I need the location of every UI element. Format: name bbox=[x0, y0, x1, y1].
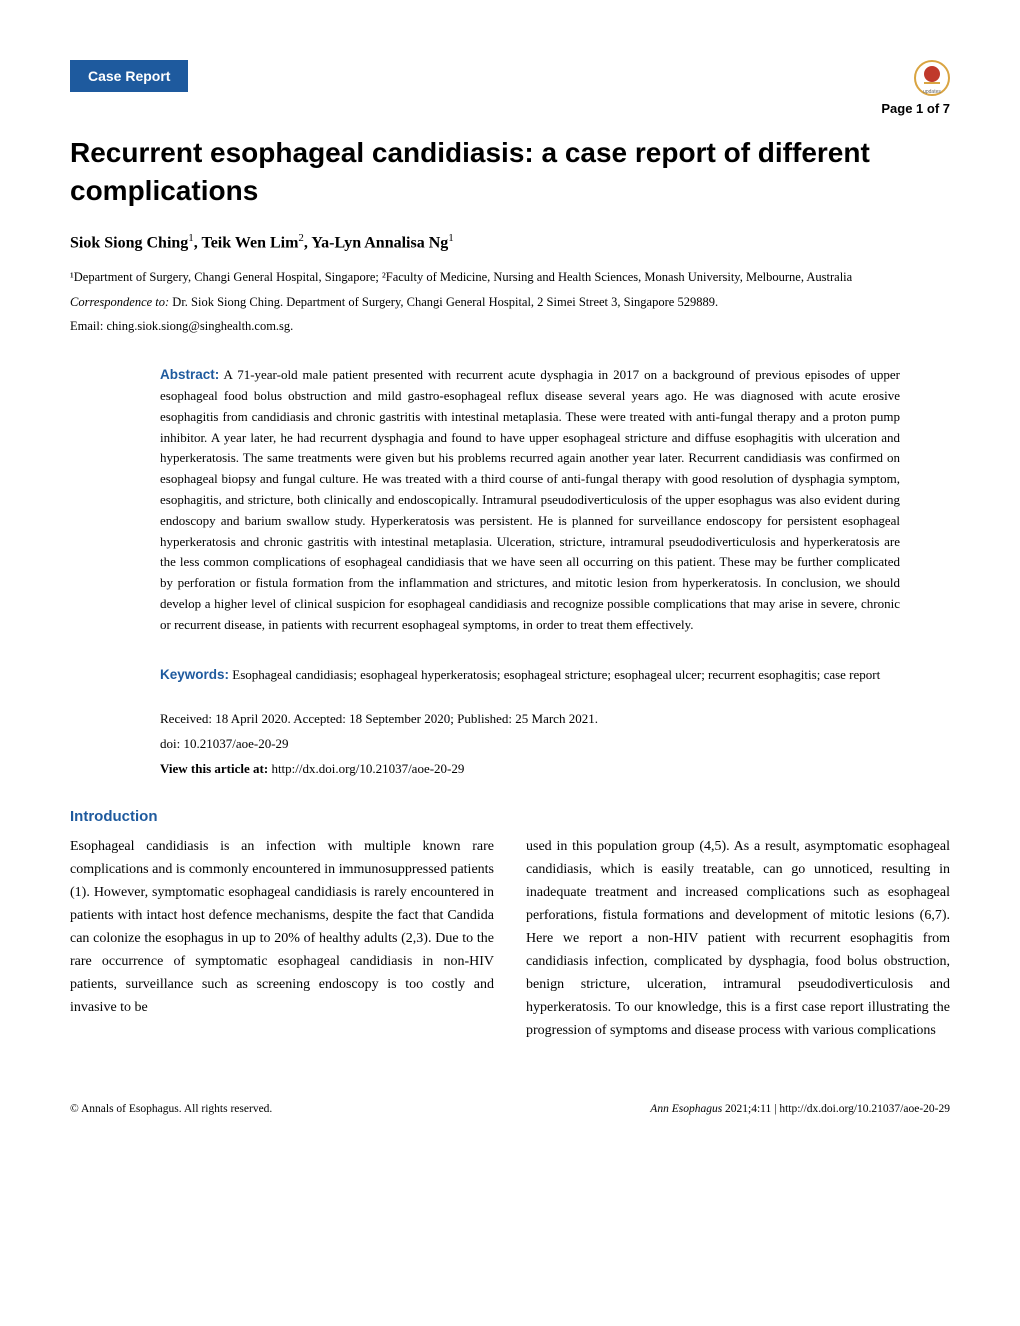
abstract-label: Abstract: bbox=[160, 367, 219, 382]
author-3-sup: 1 bbox=[448, 232, 454, 244]
view-article-line: View this article at: http://dx.doi.org/… bbox=[160, 759, 900, 780]
footer-citation-text: 2021;4:11 | http://dx.doi.org/10.21037/a… bbox=[722, 1103, 950, 1115]
authors-line: Siok Siong Ching1, Teik Wen Lim2, Ya-Lyn… bbox=[70, 232, 950, 252]
view-article-url[interactable]: http://dx.doi.org/10.21037/aoe-20-29 bbox=[268, 761, 464, 776]
keywords-text: Esophageal candidiasis; esophageal hyper… bbox=[229, 667, 880, 682]
abstract-text: A 71-year-old male patient presented wit… bbox=[160, 367, 900, 632]
check-updates-icon[interactable]: updates bbox=[914, 60, 950, 96]
author-sep-1: , bbox=[194, 234, 202, 251]
footer-journal: Ann Esophagus bbox=[650, 1103, 722, 1115]
doi-line: doi: 10.21037/aoe-20-29 bbox=[160, 734, 900, 755]
page-number: Page 1 of 7 bbox=[881, 101, 950, 116]
introduction-col-1: Esophageal candidiasis is an infection w… bbox=[70, 835, 494, 1043]
author-1: Siok Siong Ching bbox=[70, 234, 188, 251]
introduction-columns: Esophageal candidiasis is an infection w… bbox=[70, 835, 950, 1043]
keywords-label: Keywords: bbox=[160, 667, 229, 682]
abstract-block: Abstract: A 71-year-old male patient pre… bbox=[160, 364, 900, 635]
email-line: Email: ching.siok.siong@singhealth.com.s… bbox=[70, 317, 950, 336]
footer-copyright: © Annals of Esophagus. All rights reserv… bbox=[70, 1103, 272, 1115]
dates-line: Received: 18 April 2020. Accepted: 18 Se… bbox=[160, 709, 900, 730]
introduction-heading: Introduction bbox=[70, 808, 950, 825]
header-right: updates Page 1 of 7 bbox=[881, 60, 950, 116]
email-value: ching.siok.siong@singhealth.com.sg. bbox=[106, 319, 293, 333]
correspondence-text: Dr. Siok Siong Ching. Department of Surg… bbox=[169, 295, 718, 309]
updates-icon-text: updates bbox=[923, 89, 941, 95]
case-report-badge: Case Report bbox=[70, 60, 188, 92]
affiliations: ¹Department of Surgery, Changi General H… bbox=[70, 268, 950, 287]
view-article-label: View this article at: bbox=[160, 761, 268, 776]
correspondence: Correspondence to: Dr. Siok Siong Ching.… bbox=[70, 293, 950, 312]
author-3: Ya-Lyn Annalisa Ng bbox=[311, 234, 448, 251]
email-label: Email: bbox=[70, 319, 106, 333]
keywords-block: Keywords: Esophageal candidiasis; esopha… bbox=[160, 664, 900, 686]
footer-citation: Ann Esophagus 2021;4:11 | http://dx.doi.… bbox=[650, 1103, 950, 1115]
author-2: Teik Wen Lim bbox=[202, 234, 299, 251]
correspondence-label: Correspondence to: bbox=[70, 295, 169, 309]
introduction-col-2: used in this population group (4,5). As … bbox=[526, 835, 950, 1043]
article-title: Recurrent esophageal candidiasis: a case… bbox=[70, 134, 950, 210]
page-footer: © Annals of Esophagus. All rights reserv… bbox=[70, 1103, 950, 1115]
